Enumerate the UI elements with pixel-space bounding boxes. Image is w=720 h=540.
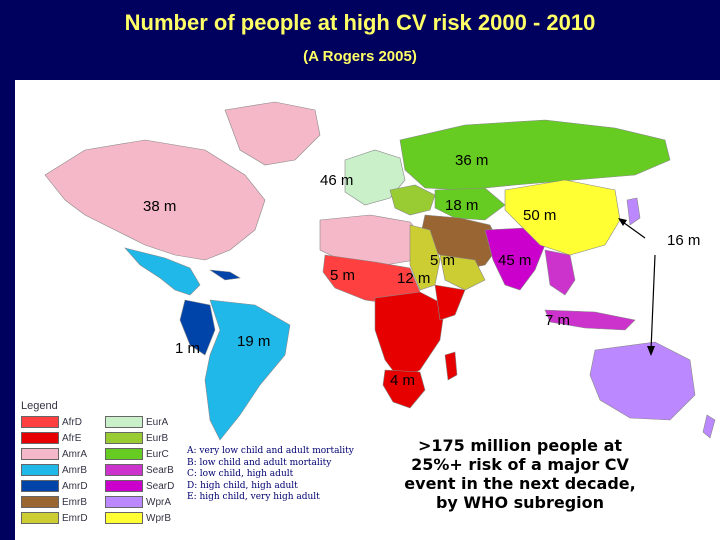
mortality-key: A: very low child and adult mortality B:… bbox=[187, 446, 354, 504]
legend-item: SearB bbox=[105, 462, 187, 478]
arabia-region bbox=[439, 254, 486, 291]
summary-line: by WHO subregion bbox=[435, 493, 605, 512]
russia-region bbox=[399, 119, 671, 191]
legend-item: AmrB bbox=[21, 462, 103, 478]
south-america-region bbox=[204, 299, 291, 441]
andes-region bbox=[179, 299, 216, 356]
legend-title: Legend bbox=[21, 400, 58, 412]
legend-swatch bbox=[21, 512, 59, 524]
legend-item: EurB bbox=[105, 430, 187, 446]
china-region bbox=[504, 179, 621, 256]
legend-item: EmrB bbox=[21, 494, 103, 510]
label-southeast-asia: 7 m bbox=[545, 312, 571, 329]
world-map: 36 m 46 m 38 m 18 m 50 m 16 m 5 m 5 m 45… bbox=[15, 80, 720, 540]
central-asia-region bbox=[434, 187, 506, 221]
label-andes: 1 m bbox=[175, 340, 201, 357]
greenland-region bbox=[224, 101, 321, 166]
label-china: 50 m bbox=[523, 207, 557, 224]
label-eur-north: 36 m bbox=[455, 152, 489, 169]
label-south-asia: 45 m bbox=[498, 252, 532, 269]
label-sub-saharan-west: 5 m bbox=[430, 252, 456, 269]
mortality-key-line: B: low child and adult mortality bbox=[187, 457, 332, 468]
legend-item: EmrD bbox=[21, 510, 103, 526]
central-america-region bbox=[124, 247, 201, 296]
label-west-africa: 12 m bbox=[397, 270, 431, 287]
legend-swatch bbox=[21, 416, 59, 428]
mortality-key-line: C: low child, high adult bbox=[187, 469, 294, 479]
label-japan: 16 m bbox=[667, 232, 701, 249]
legend-item: SearD bbox=[105, 478, 187, 494]
legend-swatch bbox=[105, 448, 143, 460]
page-subtitle: (A Rogers 2005) bbox=[303, 48, 417, 65]
title-bar: Number of people at high CV risk 2000 - … bbox=[0, 0, 720, 80]
legend-item: AfrE bbox=[21, 430, 103, 446]
label-north-america: 38 m bbox=[143, 198, 177, 215]
summary-line: >175 million people at bbox=[417, 436, 623, 455]
southern-africa-region bbox=[382, 369, 426, 409]
legend: AfrD EurA AfrE EurB AmrA EurC AmrB SearB… bbox=[21, 414, 187, 526]
mortality-key-line: A: very low child and adult mortality bbox=[187, 446, 354, 456]
legend-item: EurA bbox=[105, 414, 187, 430]
japan-region bbox=[626, 197, 641, 226]
europe-east-region bbox=[389, 184, 436, 216]
legend-item: AmrD bbox=[21, 478, 103, 494]
australia-region bbox=[589, 341, 696, 421]
legend-item: EurC bbox=[105, 446, 187, 462]
japan-pointer-head bbox=[618, 218, 627, 226]
label-north-africa: 5 m bbox=[330, 267, 356, 284]
legend-swatch bbox=[105, 512, 143, 524]
mortality-key-line: E: high child, very high adult bbox=[187, 492, 320, 502]
legend-swatch bbox=[105, 496, 143, 508]
north-america-region bbox=[44, 139, 266, 261]
legend-swatch bbox=[21, 480, 59, 492]
australia-pointer-head bbox=[647, 346, 655, 356]
legend-swatch bbox=[105, 464, 143, 476]
legend-item: AfrD bbox=[21, 414, 103, 430]
legend-item: WprA bbox=[105, 494, 187, 510]
label-southern-africa: 4 m bbox=[390, 372, 416, 389]
east-africa-region bbox=[374, 291, 446, 381]
australia-pointer-line bbox=[650, 254, 656, 351]
new-zealand-region bbox=[702, 414, 716, 439]
legend-swatch bbox=[21, 464, 59, 476]
horn-of-africa-region bbox=[434, 284, 466, 321]
legend-item: AmrA bbox=[21, 446, 103, 462]
summary-line: event in the next decade, bbox=[404, 474, 636, 493]
southeast-asia-region bbox=[544, 249, 576, 296]
label-brazil: 19 m bbox=[237, 333, 271, 350]
legend-swatch bbox=[21, 496, 59, 508]
legend-swatch bbox=[21, 432, 59, 444]
legend-item: WprB bbox=[105, 510, 187, 526]
map-canvas bbox=[44, 101, 716, 441]
mortality-key-line: D: high child, high adult bbox=[187, 480, 298, 491]
legend-swatch bbox=[105, 480, 143, 492]
summary-line: 25%+ risk of a major CV bbox=[411, 455, 629, 474]
label-eur-west: 46 m bbox=[320, 172, 354, 189]
legend-swatch bbox=[105, 416, 143, 428]
summary-text: >175 million people at 25%+ risk of a ma… bbox=[370, 436, 670, 512]
caribbean-region bbox=[209, 269, 241, 281]
legend-swatch bbox=[21, 448, 59, 460]
legend-swatch bbox=[105, 432, 143, 444]
madagascar-region bbox=[444, 351, 458, 381]
page-title: Number of people at high CV risk 2000 - … bbox=[124, 10, 596, 35]
label-eastern-med: 18 m bbox=[445, 197, 479, 214]
indonesia-region bbox=[544, 309, 636, 331]
